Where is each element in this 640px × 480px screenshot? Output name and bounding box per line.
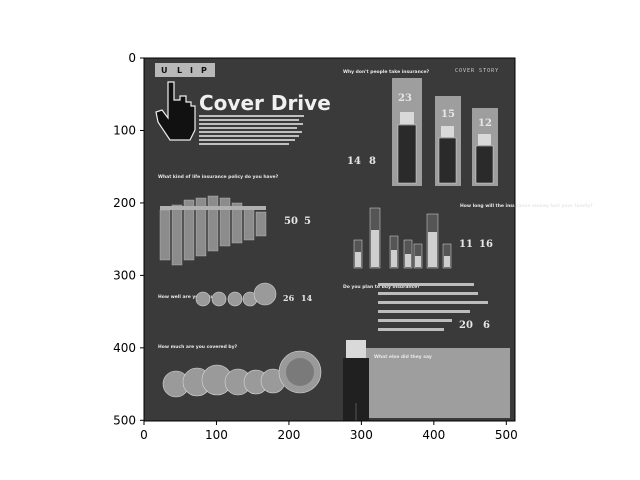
x-axis: 0 100 200 300 400 500 — [140, 421, 518, 442]
ulip-letter-p: P — [201, 66, 210, 75]
q-how-much-heading: How much are you covered by? — [158, 344, 238, 350]
x-tick-label: 200 — [277, 428, 300, 442]
y-tick-label: 200 — [113, 196, 136, 210]
stat-11: 11 — [459, 239, 473, 250]
x-tick-label: 100 — [205, 428, 228, 442]
y-tick-label: 300 — [113, 268, 136, 282]
x-tick-label: 0 — [140, 428, 148, 442]
plan-arrows — [378, 283, 488, 331]
stat-8: 8 — [369, 156, 376, 167]
what-else-heading: What else did they say — [374, 354, 432, 360]
insured-circles — [195, 282, 277, 307]
stat-14a: 14 — [301, 293, 313, 303]
page-title: Cover Drive — [199, 91, 331, 115]
y-tick-label: 500 — [113, 413, 136, 427]
axes-frame — [143, 57, 516, 422]
x-tick-label: 400 — [422, 428, 445, 442]
q-why-not-heading: Why don't people take insurance? — [343, 69, 430, 75]
stat-14b: 14 — [347, 156, 361, 167]
ulip-letter-i: I — [190, 66, 196, 75]
q-plan-heading: Do you plan to buy insurance? — [343, 284, 420, 290]
y-tick-label: 400 — [113, 341, 136, 355]
stat-26: 26 — [283, 293, 295, 303]
money-last-tubes — [353, 207, 452, 269]
lego-figure — [343, 340, 369, 421]
magazine-image: U L I P COVER STORY Cover Drive What kin… — [144, 58, 593, 421]
ulip-header-strip — [155, 63, 215, 77]
x-tick-label: 500 — [495, 428, 518, 442]
q-kind-heading: What kind of life insurance policy do yo… — [158, 174, 279, 180]
what-else-panel — [363, 348, 510, 418]
stat-15: 15 — [441, 109, 455, 120]
policy-boxes-chart — [159, 195, 267, 266]
stat-23: 23 — [398, 93, 412, 104]
stat-5: 5 — [304, 216, 311, 227]
y-tick-label: 0 — [128, 51, 136, 65]
y-axis: 0 100 200 300 400 500 — [113, 51, 144, 427]
why-not-figures — [392, 78, 498, 186]
cover-coins — [162, 350, 322, 398]
stat-6: 6 — [483, 320, 490, 331]
q-insured-heading: How well are you insured? — [158, 294, 225, 300]
x-tick-label: 300 — [350, 428, 373, 442]
stat-12: 12 — [478, 118, 492, 129]
stat-50: 50 — [284, 216, 298, 227]
intro-text — [199, 115, 304, 145]
y-tick-label: 100 — [113, 123, 136, 137]
hand-cursor-icon — [155, 81, 196, 141]
stat-20: 20 — [459, 320, 473, 331]
stat-16: 16 — [479, 239, 493, 250]
ulip-letter-u: U — [161, 66, 171, 75]
section-tag: COVER STORY — [455, 68, 499, 74]
ulip-letter-l: L — [177, 66, 185, 75]
q-how-long-heading: How long will the insurance money last y… — [460, 203, 593, 209]
